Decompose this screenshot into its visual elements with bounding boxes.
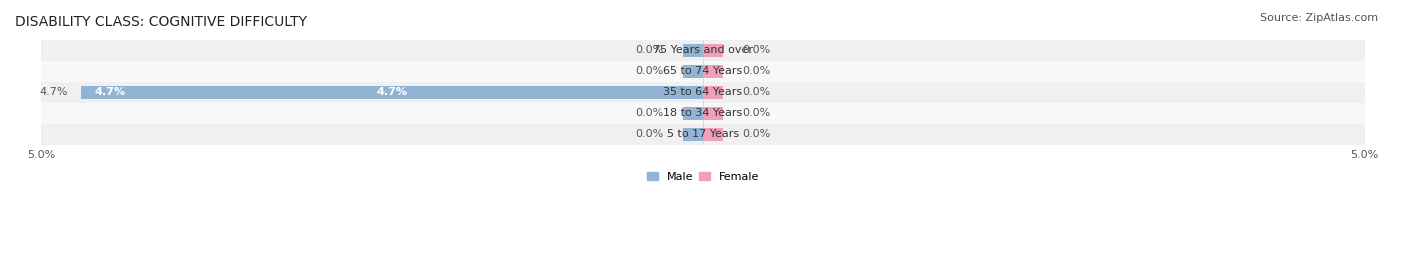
Bar bbox=[703, 86, 723, 99]
Text: 4.7%: 4.7% bbox=[377, 87, 408, 97]
Text: 0.0%: 0.0% bbox=[636, 45, 664, 55]
Bar bbox=[683, 65, 703, 78]
Text: 18 to 34 Years: 18 to 34 Years bbox=[664, 108, 742, 118]
Text: 0.0%: 0.0% bbox=[636, 108, 664, 118]
Bar bbox=[683, 128, 703, 141]
Text: 0.0%: 0.0% bbox=[636, 66, 664, 76]
Bar bbox=[703, 107, 723, 120]
Bar bbox=[41, 40, 1365, 61]
Text: 75 Years and over: 75 Years and over bbox=[652, 45, 754, 55]
Bar bbox=[683, 107, 703, 120]
Bar bbox=[703, 44, 723, 57]
Text: 5 to 17 Years: 5 to 17 Years bbox=[666, 129, 740, 139]
Text: DISABILITY CLASS: COGNITIVE DIFFICULTY: DISABILITY CLASS: COGNITIVE DIFFICULTY bbox=[15, 15, 307, 29]
Text: 35 to 64 Years: 35 to 64 Years bbox=[664, 87, 742, 97]
Text: 0.0%: 0.0% bbox=[742, 129, 770, 139]
Bar bbox=[82, 86, 703, 99]
Bar bbox=[41, 103, 1365, 124]
Text: 4.7%: 4.7% bbox=[39, 87, 67, 97]
Text: 0.0%: 0.0% bbox=[636, 129, 664, 139]
Bar bbox=[703, 65, 723, 78]
Text: 0.0%: 0.0% bbox=[742, 66, 770, 76]
Bar bbox=[41, 124, 1365, 145]
Text: 4.7%: 4.7% bbox=[94, 87, 125, 97]
Text: 65 to 74 Years: 65 to 74 Years bbox=[664, 66, 742, 76]
Bar bbox=[41, 61, 1365, 82]
Bar bbox=[703, 128, 723, 141]
Bar bbox=[683, 44, 703, 57]
Text: 0.0%: 0.0% bbox=[742, 87, 770, 97]
Text: 0.0%: 0.0% bbox=[742, 45, 770, 55]
Bar bbox=[41, 82, 1365, 103]
Text: 0.0%: 0.0% bbox=[742, 108, 770, 118]
Text: Source: ZipAtlas.com: Source: ZipAtlas.com bbox=[1260, 13, 1378, 23]
Legend: Male, Female: Male, Female bbox=[643, 168, 763, 186]
